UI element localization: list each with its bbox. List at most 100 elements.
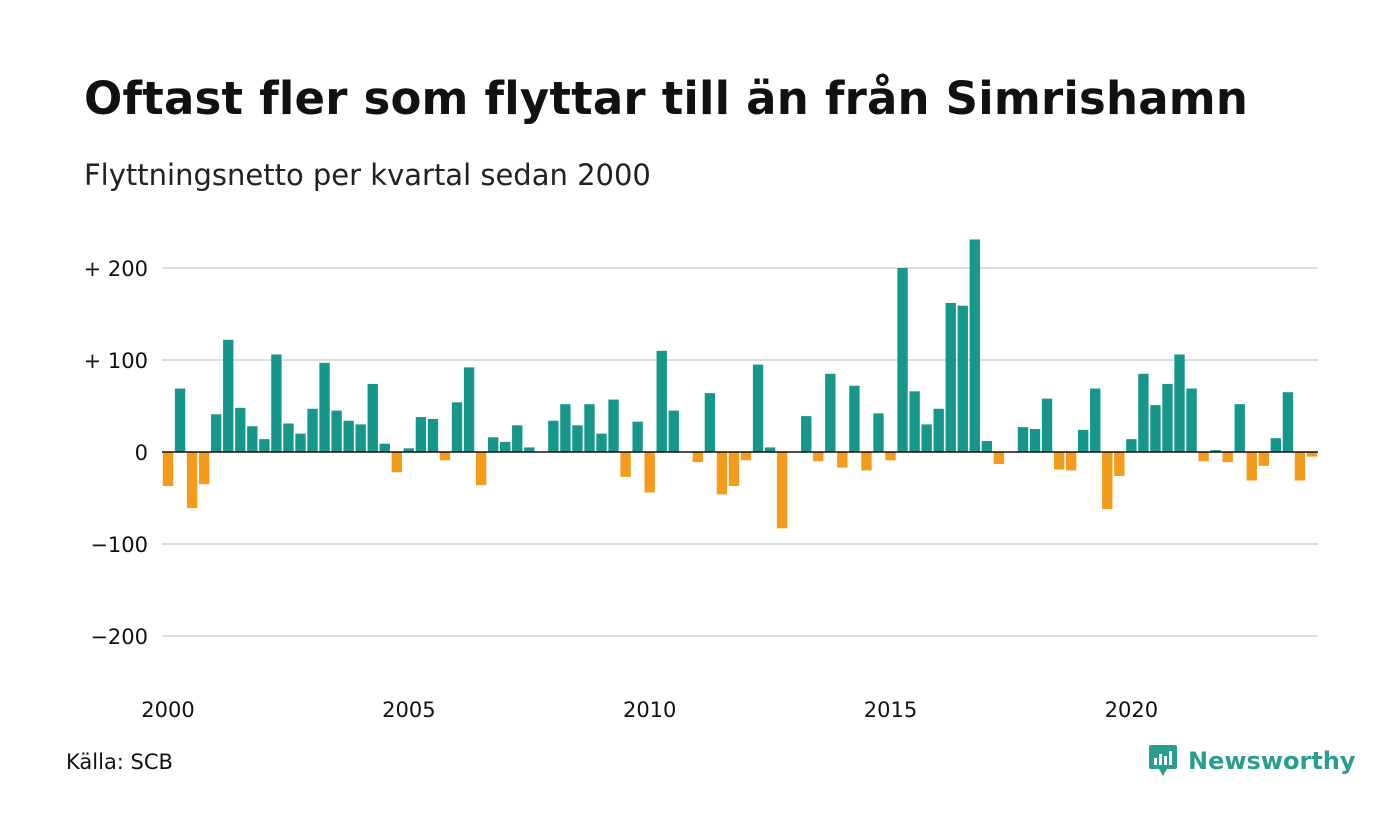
brand-name: Newsworthy bbox=[1188, 747, 1356, 775]
y-tick-label: 0 bbox=[135, 441, 148, 465]
bar bbox=[885, 452, 896, 461]
bar bbox=[439, 452, 451, 461]
bar bbox=[367, 383, 378, 452]
bar bbox=[1090, 388, 1101, 452]
bar bbox=[945, 302, 956, 452]
bar bbox=[1053, 452, 1065, 470]
bar bbox=[632, 421, 643, 452]
bar bbox=[1198, 452, 1209, 462]
bar bbox=[801, 416, 812, 452]
bar bbox=[1186, 388, 1197, 452]
bar bbox=[186, 452, 198, 509]
bar bbox=[837, 452, 848, 468]
brand-logo: Newsworthy bbox=[1148, 744, 1356, 778]
bar bbox=[656, 350, 667, 452]
bar bbox=[463, 367, 475, 452]
x-tick-label: 2020 bbox=[1105, 698, 1158, 722]
bar bbox=[548, 420, 559, 452]
bars bbox=[162, 239, 1318, 529]
bar bbox=[1258, 452, 1269, 466]
bar bbox=[307, 408, 318, 452]
bar bbox=[1246, 452, 1257, 481]
bar bbox=[764, 447, 776, 452]
bar bbox=[969, 239, 980, 452]
gridlines bbox=[162, 267, 1318, 637]
bar bbox=[909, 391, 920, 452]
y-tick-label: −100 bbox=[90, 533, 148, 557]
bar bbox=[873, 413, 884, 452]
bar bbox=[1270, 438, 1282, 452]
bar bbox=[162, 452, 174, 487]
bar bbox=[427, 418, 439, 452]
x-tick-label: 2000 bbox=[141, 698, 194, 722]
bar bbox=[560, 404, 571, 452]
bar bbox=[897, 268, 908, 452]
bar bbox=[524, 447, 535, 452]
bar bbox=[1138, 373, 1149, 452]
bar bbox=[849, 385, 860, 452]
bar bbox=[223, 339, 234, 452]
bar bbox=[211, 414, 222, 452]
y-tick-label: −200 bbox=[90, 625, 148, 649]
bar bbox=[921, 424, 932, 452]
bar bbox=[500, 441, 511, 452]
bar bbox=[1294, 452, 1306, 481]
bar bbox=[813, 452, 824, 462]
bar bbox=[283, 423, 294, 452]
bar bbox=[572, 425, 583, 452]
x-tick-label: 2015 bbox=[864, 698, 917, 722]
newsworthy-logo-icon bbox=[1149, 745, 1177, 776]
bar bbox=[235, 407, 246, 452]
bar bbox=[776, 452, 788, 529]
bar bbox=[1065, 452, 1077, 471]
bar bbox=[740, 452, 752, 461]
bar bbox=[1102, 452, 1113, 510]
x-tick-label: 2005 bbox=[382, 698, 435, 722]
bar bbox=[1150, 405, 1161, 452]
bar bbox=[1174, 354, 1185, 452]
bar bbox=[1210, 450, 1221, 452]
chart-title: Oftast fler som flyttar till än från Sim… bbox=[84, 72, 1249, 125]
bar bbox=[1017, 427, 1029, 452]
bar bbox=[1222, 452, 1233, 463]
bar bbox=[1078, 429, 1089, 452]
x-tick-label: 2010 bbox=[623, 698, 676, 722]
bar bbox=[584, 404, 595, 452]
bar bbox=[825, 373, 836, 452]
bar bbox=[331, 410, 342, 452]
bar bbox=[259, 439, 270, 452]
bar bbox=[668, 410, 679, 452]
bar bbox=[1029, 429, 1041, 452]
bar bbox=[247, 426, 258, 452]
bar bbox=[1162, 383, 1173, 452]
bar bbox=[271, 354, 282, 452]
bar bbox=[295, 433, 306, 452]
source-label: Källa: SCB bbox=[66, 750, 173, 774]
bar bbox=[1306, 452, 1318, 457]
y-tick-label: + 200 bbox=[84, 257, 148, 281]
bar bbox=[391, 452, 402, 473]
bar bbox=[692, 452, 704, 463]
bar bbox=[861, 452, 872, 471]
bar bbox=[993, 452, 1005, 464]
bar bbox=[933, 408, 944, 452]
bar bbox=[355, 424, 366, 452]
bar bbox=[716, 452, 728, 495]
bar bbox=[475, 452, 487, 486]
bar bbox=[1041, 398, 1053, 452]
bar bbox=[174, 388, 186, 452]
bar bbox=[620, 452, 631, 477]
bar bbox=[981, 440, 993, 452]
bar bbox=[704, 393, 716, 452]
bar bbox=[728, 452, 740, 487]
bar bbox=[1126, 439, 1137, 452]
bar bbox=[644, 452, 655, 493]
bar bbox=[1282, 392, 1294, 452]
y-axis-labels: + 200 + 100 0 −100 −200 bbox=[84, 257, 148, 649]
bar bbox=[415, 417, 427, 452]
bar bbox=[487, 437, 499, 452]
bar bbox=[451, 402, 463, 452]
bar bbox=[403, 448, 415, 452]
y-tick-label: + 100 bbox=[84, 349, 148, 373]
